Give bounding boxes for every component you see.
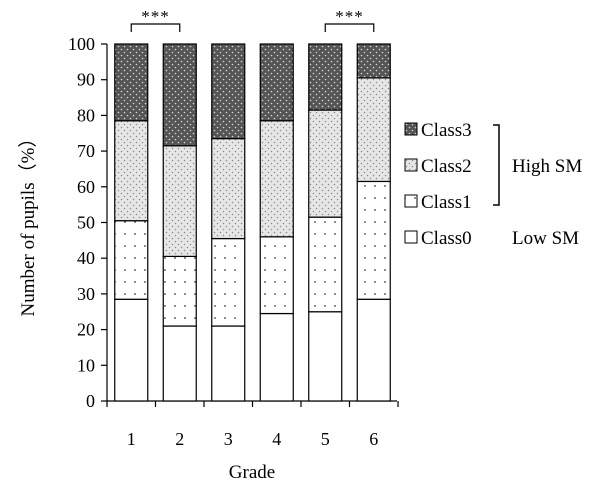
bar-segment-class1 [114,220,149,300]
x-tick-label: 3 [224,429,233,449]
bar-segment-class1 [211,237,246,327]
bar-segment-class0 [308,311,343,402]
bar-segment-class2 [211,138,246,240]
bar-segment-class3 [162,43,197,147]
bar-segment-class2 [162,145,197,258]
legend-label-class0: Class0 [421,228,472,249]
bar-segment-class0 [259,312,294,402]
x-tick-label: 2 [175,429,184,449]
bar-segment-class3 [259,43,294,122]
bar-segment-class2 [114,120,149,222]
legend-label-class3: Class3 [421,120,472,141]
y-tick-label: 90 [77,70,95,90]
bar-segment-class0 [211,325,246,402]
bar-segment-class0 [114,298,149,402]
bar-segment-class3 [114,43,149,122]
bar-segment-class1 [308,216,343,313]
bar-segment-class0 [356,298,391,402]
high-sm-label: High SM [512,156,582,177]
bar-segment-class3 [211,43,246,140]
bar-segment-class1 [162,255,197,327]
y-tick-label: 10 [77,355,95,375]
low-sm-label: Low SM [512,228,579,249]
y-axis-label: Number of pupils（%） [17,129,39,317]
x-tick-label: 5 [321,429,330,449]
y-tick-label: 0 [86,391,95,411]
bar-segment-class3 [308,43,343,111]
y-tick-label: 80 [77,105,95,125]
y-tick-label: 70 [77,141,95,161]
y-axis: 0 10 20 30 40 50 60 70 80 90 100 [68,34,108,411]
bar-segment-class2 [308,109,343,218]
significance-bracket [324,23,375,32]
bar-segment-class1 [259,236,294,315]
legend: Class3 Class2 Class1 Class0 High SM Low SM [404,120,582,249]
bar-segment-class1 [356,180,391,300]
x-axis-label: Grade [229,462,275,483]
significance-bracket [130,23,181,32]
bar-segment-class0 [162,325,197,402]
y-tick-label: 20 [77,320,95,340]
y-tick-label: 50 [77,213,95,233]
bars [114,43,391,402]
legend-swatch-class2 [404,158,418,172]
y-tick-label: 60 [77,177,95,197]
x-tick-label: 4 [272,429,281,449]
y-tick-label: 100 [68,34,95,54]
high-sm-bracket [493,124,500,206]
significance-annotations: *** *** [130,7,375,32]
y-tick-label: 40 [77,248,95,268]
legend-label-class1: Class1 [421,192,472,213]
x-axis: 1 2 3 4 5 6 [106,400,399,449]
y-tick-label: 30 [77,284,95,304]
bar-segment-class2 [259,120,294,238]
x-tick-label: 6 [369,429,378,449]
bar-segment-class2 [356,77,391,183]
legend-swatch-class1 [404,194,418,208]
bar-segment-class3 [356,43,391,79]
x-tick-label: 1 [127,429,136,449]
significance-label: *** [335,7,364,26]
significance-label: *** [141,7,170,26]
legend-swatch-class3 [404,122,418,136]
legend-swatch-class0 [404,230,418,244]
legend-label-class2: Class2 [421,156,472,177]
